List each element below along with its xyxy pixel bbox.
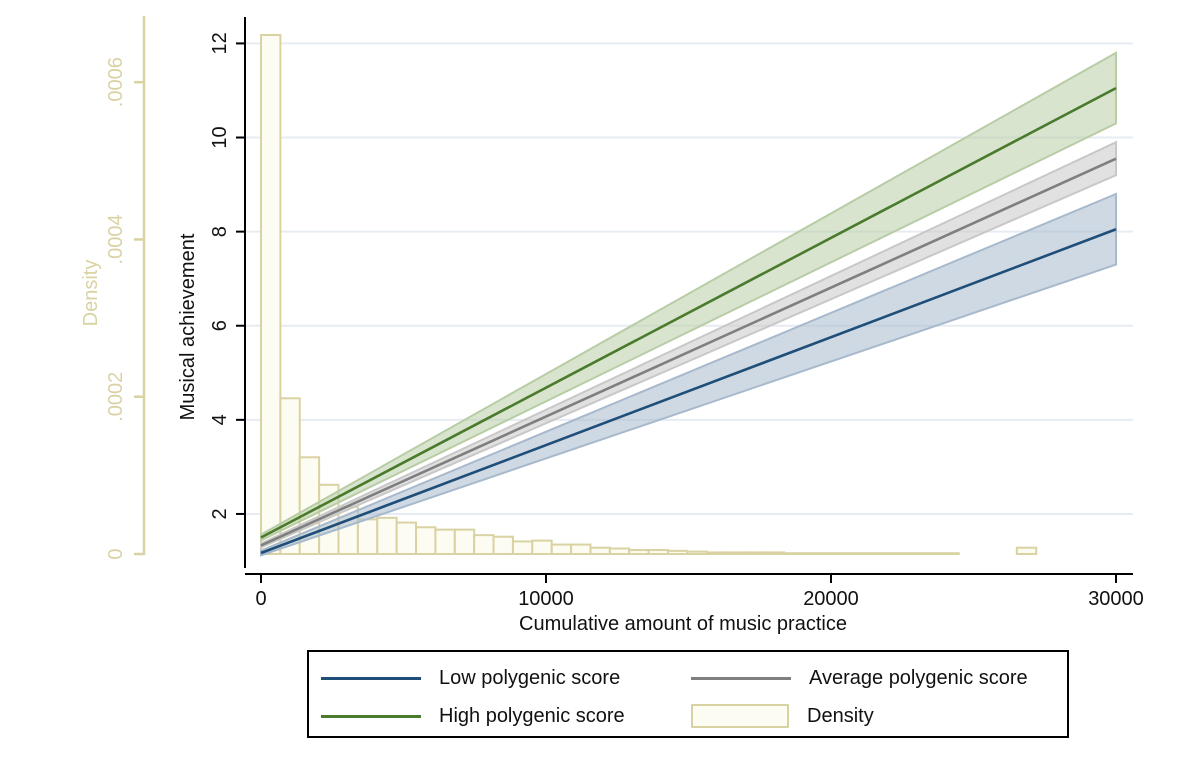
axes: 2 4 6 8 10 12 0 .0002 .0004 .0006 0 10000 20000 30000 xyxy=(105,16,1144,610)
histogram-bar xyxy=(822,552,844,556)
histogram-bar xyxy=(415,526,437,555)
legend-swatch-density xyxy=(691,704,789,728)
histogram-bar xyxy=(260,34,282,555)
density-tick-label: 0 xyxy=(105,548,127,559)
histogram-bar xyxy=(880,552,902,556)
histogram-bar xyxy=(473,534,495,555)
y-tick-label: 4 xyxy=(209,414,231,425)
histogram-bar xyxy=(376,516,398,555)
legend-label-average: Average polygenic score xyxy=(809,666,1028,689)
histogram-bar xyxy=(434,528,456,556)
legend-label-density: Density xyxy=(807,704,874,727)
histogram-bar xyxy=(589,546,611,556)
y-tick-label: 8 xyxy=(209,226,231,237)
histogram-bar xyxy=(860,552,883,556)
legend-item-density: Density xyxy=(691,704,874,728)
x-tick-label: 0 xyxy=(255,588,266,610)
chart-svg: 2 4 6 8 10 12 0 .0002 .0004 .0006 0 10000 20000 30000… xyxy=(80,16,1144,635)
histogram-bar xyxy=(725,551,747,555)
legend-item-low: Low polygenic score xyxy=(321,666,620,690)
legend-item-average: Average polygenic score xyxy=(691,666,1028,690)
confidence-band-1 xyxy=(260,140,1117,549)
histogram-bar xyxy=(666,549,689,556)
density-tick-label: .0002 xyxy=(105,372,127,422)
histogram-bar xyxy=(705,551,728,555)
histogram-bar xyxy=(763,551,786,555)
histogram-bar xyxy=(511,540,534,555)
legend-item-high: High polygenic score xyxy=(321,704,625,728)
y-tick-label: 2 xyxy=(209,508,231,519)
histogram-bar xyxy=(899,552,921,556)
confidence-band-2 xyxy=(260,51,1117,542)
fit-line-2 xyxy=(260,86,1117,539)
confidence-bands xyxy=(260,51,1117,557)
histogram-bar xyxy=(938,552,960,556)
histogram-bar xyxy=(628,549,650,555)
fit-line-1 xyxy=(260,157,1117,547)
legend-label-low: Low polygenic score xyxy=(439,666,621,689)
y-tick-label: 12 xyxy=(209,32,231,54)
histogram-bar xyxy=(608,547,631,556)
density-tick-label: .0006 xyxy=(105,57,127,107)
histogram-bar xyxy=(453,528,476,556)
histogram-bar xyxy=(1015,546,1038,556)
histogram-bar xyxy=(356,518,379,556)
x-tick-label: 10000 xyxy=(518,588,574,610)
histogram-bar xyxy=(550,543,573,556)
legend-label-high: High polygenic score xyxy=(439,704,625,727)
histogram-bar xyxy=(647,549,669,555)
histogram-bar xyxy=(918,552,941,556)
y-tick-label: 10 xyxy=(209,126,231,148)
legend-swatch-high xyxy=(321,714,421,718)
histogram-bar xyxy=(570,543,592,556)
histogram-bar xyxy=(395,521,418,556)
confidence-band-0 xyxy=(260,192,1117,557)
x-axis-title: Cumulative amount of music practice xyxy=(519,613,847,635)
histogram-bar xyxy=(802,552,825,556)
histogram-bar xyxy=(531,539,553,556)
histogram-bar xyxy=(744,551,766,555)
fit-line-0 xyxy=(260,228,1117,555)
x-tick-label: 30000 xyxy=(1088,588,1144,610)
y-axis-title: Musical achievement xyxy=(177,233,199,420)
density-axis-title: Density xyxy=(80,260,102,327)
y-tick-label: 6 xyxy=(209,320,231,331)
legend-swatch-low xyxy=(321,676,421,680)
histogram-bar xyxy=(783,552,805,556)
legend-swatch-average xyxy=(691,676,791,680)
density-tick-label: .0004 xyxy=(105,214,127,264)
histogram-bar xyxy=(492,535,514,556)
x-tick-label: 20000 xyxy=(803,588,859,610)
histogram-bar xyxy=(686,550,708,556)
fit-lines xyxy=(260,86,1117,555)
histogram-bar xyxy=(841,552,863,556)
legend: Low polygenic score Average polygenic sc… xyxy=(307,650,1069,738)
